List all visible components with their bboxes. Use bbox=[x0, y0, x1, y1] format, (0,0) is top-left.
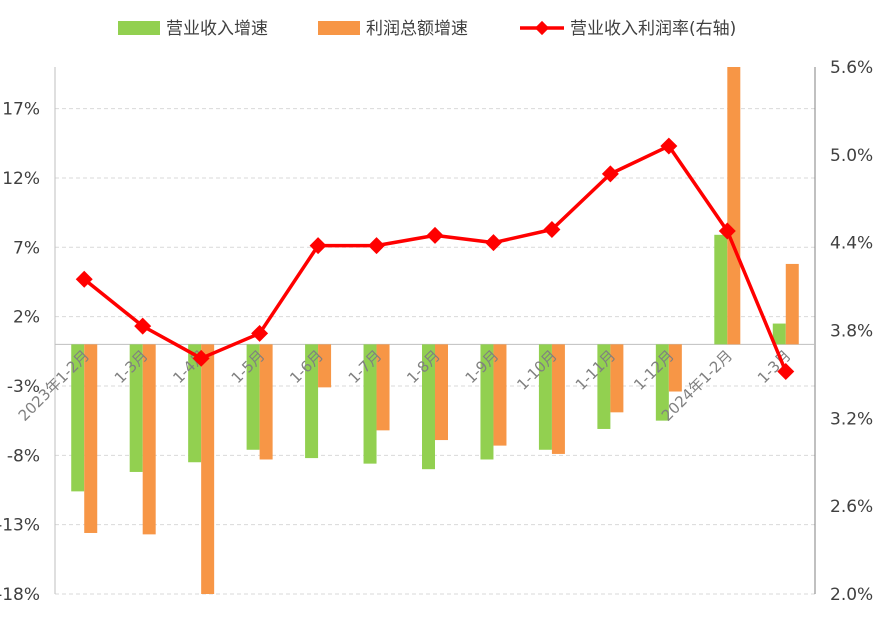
ratio-marker bbox=[251, 324, 269, 342]
legend-swatch-revenue bbox=[118, 21, 160, 35]
right-tick-label: 5.6% bbox=[830, 58, 873, 78]
right-tick-label: 4.4% bbox=[830, 234, 873, 254]
bar-revenue-growth bbox=[480, 344, 494, 460]
bar-revenue-growth bbox=[714, 234, 728, 345]
ratio-marker bbox=[75, 270, 93, 288]
ratio-marker bbox=[718, 222, 736, 240]
ratio-marker bbox=[601, 165, 619, 183]
ratio-marker bbox=[309, 237, 327, 255]
ratio-marker bbox=[484, 234, 502, 252]
bar-revenue-growth bbox=[188, 344, 202, 463]
legend-label-ratio: 营业收入利润率(右轴) bbox=[570, 19, 736, 39]
legend-swatch-profit bbox=[318, 21, 360, 35]
ratio-marker bbox=[543, 221, 561, 238]
legend-label-profit: 利润总额增速 bbox=[366, 19, 468, 39]
left-tick-label: 7% bbox=[13, 238, 40, 258]
right-tick-label: 3.2% bbox=[830, 409, 873, 429]
ratio-line-path bbox=[83, 144, 788, 373]
bar-profit-growth bbox=[551, 344, 565, 454]
legend-label-revenue: 营业收入增速 bbox=[166, 19, 268, 39]
ratio-marker bbox=[134, 317, 152, 335]
ratio-marker bbox=[192, 349, 210, 367]
bar-profit-growth bbox=[435, 344, 448, 441]
bar-profit-growth bbox=[785, 263, 799, 345]
left-tick-label: -18% bbox=[0, 585, 40, 605]
bar-profit-growth bbox=[318, 344, 332, 388]
axes bbox=[54, 67, 816, 594]
legend: 营业收入增速 利润总额增速 营业收入利润率(右轴) bbox=[118, 19, 736, 39]
bar-revenue-growth bbox=[71, 344, 85, 492]
left-tick-label: -13% bbox=[0, 516, 40, 536]
bar-profit-growth bbox=[610, 344, 624, 413]
ratio-marker bbox=[426, 226, 444, 244]
left-tick-label: 17% bbox=[2, 100, 40, 120]
bar-revenue-growth bbox=[246, 344, 260, 450]
bar-revenue-growth bbox=[538, 344, 552, 450]
bar-revenue-growth bbox=[597, 344, 611, 429]
bar-profit-growth bbox=[259, 344, 273, 460]
bar-revenue-growth bbox=[129, 344, 143, 472]
legend-marker-ratio bbox=[534, 20, 550, 36]
bar-revenue-growth bbox=[305, 344, 319, 459]
ratio-line bbox=[75, 137, 795, 380]
bar-revenue-growth bbox=[772, 323, 786, 345]
bar-revenue-growth bbox=[363, 344, 377, 464]
right-tick-label: 2.0% bbox=[830, 585, 873, 605]
bar-revenue-growth bbox=[422, 344, 435, 470]
y-tick-labels: 17% 12% 7% 2% -3% -8% -13% -18% 5.6% 5.0% 4.4% 3.8%… bbox=[0, 58, 873, 605]
ratio-marker bbox=[660, 137, 678, 155]
bar-profit-growth bbox=[84, 344, 98, 533]
ratio-marker bbox=[368, 237, 386, 255]
bar-revenue-growth bbox=[655, 344, 669, 421]
bar-profit-growth bbox=[727, 67, 741, 345]
bar-profit-growth bbox=[668, 344, 682, 392]
bar-profit-growth bbox=[493, 344, 507, 446]
left-tick-label: -3% bbox=[7, 377, 40, 397]
bar-profit-growth bbox=[142, 344, 156, 535]
right-tick-label: 3.8% bbox=[830, 322, 873, 342]
left-tick-label: 2% bbox=[13, 308, 40, 328]
ratio-marker bbox=[777, 363, 795, 380]
right-tick-label: 2.6% bbox=[830, 497, 873, 517]
left-tick-label: -8% bbox=[7, 446, 40, 466]
bar-profit-growth bbox=[376, 344, 390, 431]
bars bbox=[71, 67, 799, 594]
right-tick-label: 5.0% bbox=[830, 146, 873, 166]
bar-profit-growth bbox=[201, 344, 215, 594]
left-tick-label: 12% bbox=[2, 169, 40, 189]
